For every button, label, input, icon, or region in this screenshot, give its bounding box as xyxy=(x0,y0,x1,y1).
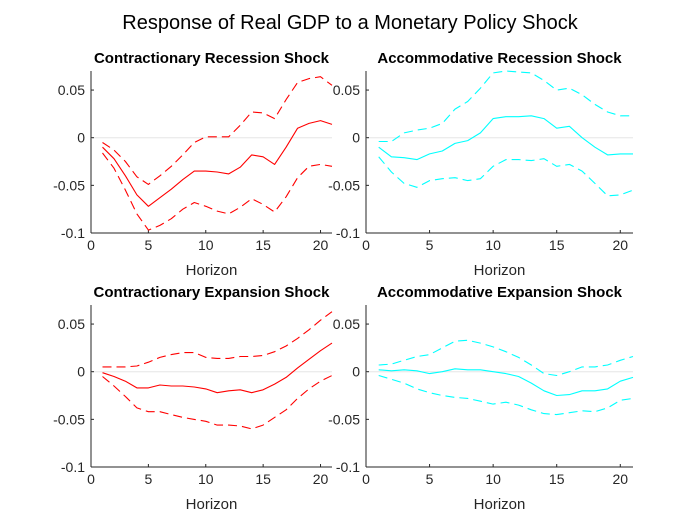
y-tick-label: -0.1 xyxy=(61,225,85,241)
y-tick-label: 0.05 xyxy=(333,316,360,332)
y-tick-label: -0.05 xyxy=(53,177,85,193)
x-tick-label: 0 xyxy=(87,471,95,487)
y-tick-label: 0.05 xyxy=(333,82,360,98)
x-tick-label: 20 xyxy=(612,471,628,487)
chart-panel-3: 0 5 10 15 20 -0.1 -0.05 0 0.05 Contractionary Exp… xyxy=(53,284,333,513)
y-tick-label: 0.05 xyxy=(58,82,85,98)
x-axis-label: Horizon xyxy=(186,496,238,513)
y-tick-label: 0.05 xyxy=(58,316,85,332)
x-tick-label: 10 xyxy=(198,471,214,487)
y-tick-label: -0.1 xyxy=(61,459,85,475)
response-line xyxy=(102,342,333,394)
confidence-band-line xyxy=(378,70,633,143)
confidence-band-line xyxy=(102,76,333,185)
confidence-band-line xyxy=(378,156,634,197)
y-tick-label: 0 xyxy=(352,364,360,380)
y-tick-label: 0 xyxy=(352,130,360,146)
x-axis-label: Horizon xyxy=(474,262,526,279)
y-tick-label: -0.1 xyxy=(336,459,360,475)
chart-panel-2: 0 5 10 15 20 -0.1 -0.05 0 0.05 Accommodative Rece… xyxy=(328,50,634,279)
y-tick-label: -0.1 xyxy=(336,225,360,241)
x-tick-label: 15 xyxy=(255,237,271,253)
x-tick-label: 20 xyxy=(313,471,329,487)
response-line xyxy=(378,368,634,397)
x-tick-label: 0 xyxy=(362,237,370,253)
confidence-band-line xyxy=(102,152,333,231)
figure-title: Response of Real GDP to a Monetary Polic… xyxy=(122,12,578,34)
x-tick-label: 5 xyxy=(426,237,434,253)
x-tick-label: 15 xyxy=(549,471,565,487)
x-tick-label: 0 xyxy=(362,471,370,487)
confidence-band-line xyxy=(378,339,634,377)
confidence-band-line xyxy=(378,374,634,416)
x-tick-label: 15 xyxy=(255,471,271,487)
x-tick-label: 0 xyxy=(87,237,95,253)
confidence-band-line xyxy=(102,311,333,368)
x-tick-label: 15 xyxy=(549,237,565,253)
x-axis-label: Horizon xyxy=(474,496,526,513)
response-line xyxy=(102,120,333,207)
chart-panel-4: 0 5 10 15 20 -0.1 -0.05 0 0.05 Accommodative Expa… xyxy=(328,284,634,513)
panel-title: Contractionary Expansion Shock xyxy=(94,284,331,301)
x-axis-label: Horizon xyxy=(186,262,238,279)
y-tick-label: -0.05 xyxy=(328,411,360,427)
chart-panel-1: 0 5 10 15 20 -0.1 -0.05 0 0.05 Contractionary Rec… xyxy=(53,50,333,279)
x-tick-label: 20 xyxy=(313,237,329,253)
x-tick-label: 5 xyxy=(144,237,152,253)
x-tick-label: 10 xyxy=(198,237,214,253)
confidence-band-line xyxy=(102,375,333,430)
panel-title: Accommodative Recession Shock xyxy=(377,50,622,67)
response-line xyxy=(378,115,633,161)
x-tick-label: 10 xyxy=(485,237,501,253)
x-tick-label: 10 xyxy=(485,471,501,487)
y-tick-label: -0.05 xyxy=(328,177,360,193)
x-tick-label: 5 xyxy=(426,471,434,487)
y-tick-label: 0 xyxy=(77,364,85,380)
x-tick-label: 20 xyxy=(612,237,628,253)
y-tick-label: 0 xyxy=(77,130,85,146)
x-tick-label: 5 xyxy=(144,471,152,487)
panel-title: Accommodative Expansion Shock xyxy=(377,284,623,301)
y-tick-label: -0.05 xyxy=(53,411,85,427)
panel-title: Contractionary Recession Shock xyxy=(94,50,330,67)
